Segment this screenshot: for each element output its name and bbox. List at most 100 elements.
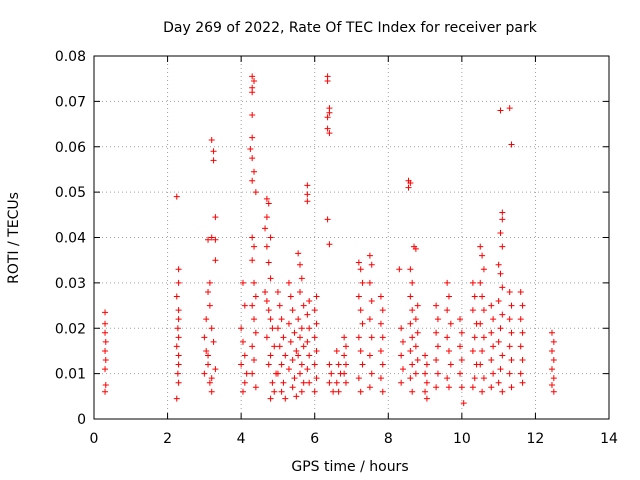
data-point	[313, 293, 320, 300]
data-point	[208, 136, 215, 143]
data-point	[548, 381, 555, 388]
x-tick-label: 8	[384, 431, 393, 447]
data-point	[265, 361, 272, 368]
data-point	[267, 395, 274, 402]
data-point	[400, 338, 406, 345]
data-point	[433, 357, 440, 364]
data-point	[306, 352, 313, 359]
data-point	[304, 182, 311, 189]
data-point	[434, 343, 441, 350]
data-point	[300, 302, 307, 309]
data-point	[341, 334, 348, 341]
data-point	[293, 347, 300, 354]
data-point	[247, 146, 254, 153]
data-point	[506, 288, 513, 295]
data-point	[434, 370, 441, 377]
data-point	[422, 370, 429, 377]
data-point	[278, 316, 285, 323]
data-point	[342, 361, 349, 368]
data-point	[304, 338, 311, 345]
data-point	[102, 388, 109, 395]
data-point	[295, 250, 302, 257]
data-point	[357, 388, 364, 395]
data-point	[175, 279, 182, 286]
data-point	[444, 334, 451, 341]
data-point	[304, 198, 311, 205]
data-point	[252, 384, 259, 391]
data-point	[368, 334, 375, 341]
y-tick-label: 0.04	[55, 231, 86, 247]
data-point	[433, 329, 440, 336]
data-point	[355, 375, 362, 382]
data-point	[297, 334, 303, 341]
data-point	[508, 357, 515, 364]
data-point	[471, 293, 478, 300]
data-point	[499, 216, 506, 223]
data-point	[212, 257, 219, 264]
data-point	[102, 338, 109, 345]
data-point	[471, 334, 478, 341]
data-point	[519, 357, 526, 364]
data-point	[263, 243, 270, 250]
data-point	[499, 284, 506, 291]
data-point	[414, 329, 421, 336]
data-point	[291, 375, 298, 382]
data-point	[445, 347, 452, 354]
data-point	[212, 236, 219, 243]
data-point	[366, 384, 373, 391]
data-point	[311, 334, 318, 341]
data-point	[409, 279, 416, 286]
data-point	[366, 352, 373, 359]
data-point	[175, 334, 182, 341]
y-tick-label: 0.03	[55, 276, 86, 292]
data-point	[434, 316, 441, 323]
data-point	[102, 357, 109, 364]
data-point	[480, 375, 487, 382]
data-point	[488, 357, 495, 364]
data-point	[210, 338, 217, 345]
data-point	[173, 395, 180, 402]
data-point	[497, 107, 504, 114]
data-point	[269, 379, 276, 386]
plot-frame	[93, 55, 610, 420]
data-point	[175, 316, 182, 323]
data-point	[357, 347, 364, 354]
data-point	[488, 329, 495, 336]
data-point	[359, 279, 366, 286]
data-point	[249, 302, 256, 309]
data-point	[414, 302, 421, 309]
data-point	[249, 343, 256, 350]
data-point	[477, 361, 484, 368]
data-point	[175, 266, 182, 273]
data-point	[412, 245, 419, 252]
x-tick-label: 4	[237, 431, 246, 447]
data-point	[205, 288, 212, 295]
chart-title: Day 269 of 2022, Rate Of TEC Index for r…	[163, 20, 538, 36]
data-point	[506, 316, 513, 323]
data-point	[412, 316, 419, 323]
y-tick-label: 0.01	[55, 367, 86, 383]
data-point	[433, 384, 440, 391]
data-point	[490, 343, 497, 350]
data-point	[550, 338, 557, 345]
data-point	[208, 325, 215, 332]
data-point	[265, 200, 272, 207]
data-point	[206, 379, 213, 386]
data-point	[251, 243, 258, 250]
data-point	[379, 388, 386, 395]
data-point	[208, 375, 215, 382]
data-point	[368, 370, 375, 377]
data-point	[407, 320, 414, 327]
data-point	[368, 261, 375, 268]
data-point	[278, 388, 285, 395]
y-tick-label: 0.02	[55, 321, 86, 337]
data-point	[324, 77, 331, 84]
data-point	[433, 302, 440, 309]
data-point	[210, 157, 217, 164]
data-point	[398, 379, 405, 386]
data-point	[488, 384, 495, 391]
data-point	[102, 320, 109, 327]
data-point	[477, 279, 484, 286]
data-point	[205, 352, 212, 359]
data-point	[330, 388, 337, 395]
